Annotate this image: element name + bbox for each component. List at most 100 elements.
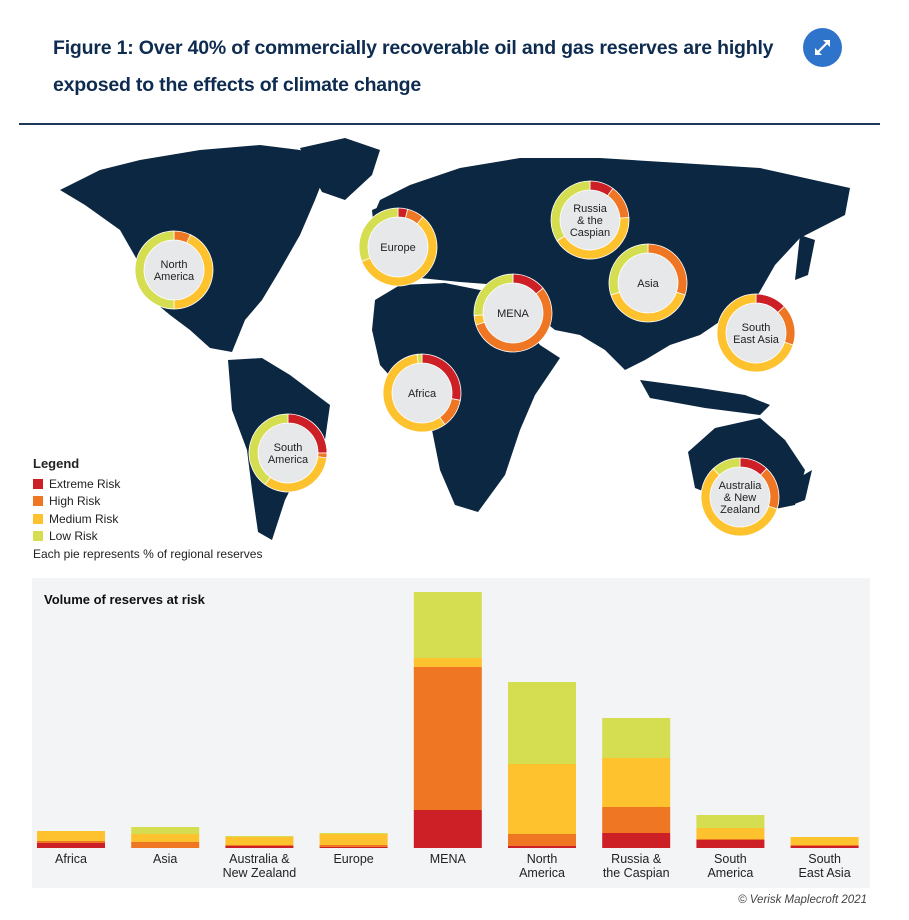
bar-north-america xyxy=(508,682,576,848)
bar-mena xyxy=(413,592,482,848)
donut-background xyxy=(609,244,687,322)
x-tick-label: South East Asia xyxy=(775,852,875,880)
x-tick-label-line: South xyxy=(808,852,841,866)
donut-background xyxy=(474,274,552,352)
donut-asia: Asia xyxy=(608,243,688,323)
figure-title: Figure 1: Over 40% of commercially recov… xyxy=(53,37,774,96)
x-tick-label: Australia & New Zealand xyxy=(209,852,309,880)
donut-background xyxy=(551,181,629,259)
donut-label: Australia xyxy=(719,480,763,492)
donut-label: South xyxy=(742,322,771,334)
donut-label: Africa xyxy=(408,388,437,400)
bar-south-america xyxy=(696,815,765,848)
bar-chart xyxy=(37,592,859,848)
bar-segment-medium-risk xyxy=(602,758,671,807)
legend-title: Legend xyxy=(33,456,80,471)
bar-segment-extreme-risk xyxy=(508,846,576,848)
bar-segment-low-risk xyxy=(602,718,671,758)
donut-slice-low-risk xyxy=(416,353,423,364)
donut-label: Caspian xyxy=(570,227,610,239)
donut-label: & the xyxy=(577,215,603,227)
bar-segment-low-risk xyxy=(319,833,388,834)
donut-background xyxy=(383,354,461,432)
bar-segment-medium-risk xyxy=(225,837,294,845)
x-tick-label-line: South xyxy=(714,852,747,866)
x-tick-label: South America xyxy=(680,852,780,880)
bar-segment-high-risk xyxy=(37,841,105,843)
bar-segment-extreme-risk xyxy=(602,833,671,848)
legend-swatch xyxy=(33,478,43,489)
x-tick-label-line: North xyxy=(526,852,558,866)
legend-swatch xyxy=(33,513,43,524)
legend-label: Extreme Risk xyxy=(49,476,121,491)
bar-russia-the-caspian xyxy=(602,718,671,848)
bar-segment-extreme-risk xyxy=(319,847,388,848)
eurasia-landmass xyxy=(365,158,850,370)
legend-item-high: High Risk xyxy=(33,493,262,511)
donut-label: MENA xyxy=(497,308,529,320)
donut-slice-medium-risk xyxy=(716,293,794,373)
donut-slice-low-risk xyxy=(608,243,649,296)
japan-landmass xyxy=(795,235,815,280)
expand-arrows-icon xyxy=(815,40,830,55)
donut-background xyxy=(249,414,327,492)
x-tick-label: Europe xyxy=(304,852,404,866)
title-divider xyxy=(19,123,880,125)
expand-button[interactable] xyxy=(803,28,842,67)
donut-label: Asia xyxy=(637,278,659,290)
legend-label: High Risk xyxy=(49,494,101,509)
world-map: NorthAmericaEuropeAfricaSouthAmericaMENA… xyxy=(60,138,850,540)
bar-segment-low-risk xyxy=(131,827,200,834)
donut-slice-low-risk xyxy=(473,273,514,316)
x-tick-label-line: Africa xyxy=(55,852,87,866)
x-tick-label: Russia & the Caspian xyxy=(586,852,686,880)
x-tick-label-line: Australia & xyxy=(229,852,290,866)
x-tick-label-line: America xyxy=(519,866,565,880)
x-tick-label-line: Russia & xyxy=(611,852,662,866)
donut-slice-low-risk xyxy=(134,230,175,310)
donut-background xyxy=(701,458,779,536)
bar-segment-low-risk xyxy=(413,592,482,658)
donut-label: Europe xyxy=(380,242,415,254)
bar-segment-medium-risk xyxy=(413,658,482,667)
bar-segment-medium-risk xyxy=(131,834,200,842)
bar-segment-low-risk xyxy=(696,815,765,828)
bar-segment-extreme-risk xyxy=(413,810,482,848)
bar-segment-high-risk xyxy=(696,839,765,840)
x-tick-label-line: Asia xyxy=(153,852,178,866)
bar-segment-high-risk xyxy=(602,807,671,833)
bar-segment-extreme-risk xyxy=(790,846,859,848)
x-tick-label-line: East Asia xyxy=(798,866,851,880)
x-tick-label-line: New Zealand xyxy=(222,866,297,880)
legend-swatch xyxy=(33,496,43,507)
donut-label: South xyxy=(274,442,303,454)
new-zealand-landmass xyxy=(792,470,812,505)
bar-segment-low-risk xyxy=(508,682,576,764)
donut-slice-low-risk xyxy=(712,457,741,476)
bar-segment-extreme-risk xyxy=(225,846,294,848)
bar-segment-low-risk xyxy=(225,836,294,837)
donut-label: America xyxy=(154,271,195,283)
donut-label: America xyxy=(268,454,309,466)
bar-segment-high-risk xyxy=(319,845,388,847)
x-tick-label-line: America xyxy=(707,866,754,880)
greenland-landmass xyxy=(300,138,380,200)
bar-segment-high-risk xyxy=(225,845,294,846)
bar-segment-medium-risk xyxy=(790,837,859,845)
bar-segment-medium-risk xyxy=(37,831,105,841)
x-tick-label-line: the Caspian xyxy=(602,866,670,880)
donut-slice-low-risk xyxy=(248,413,289,486)
bar-europe xyxy=(319,833,388,848)
donut-mena: MENA xyxy=(473,273,553,353)
legend-item-extreme: Extreme Risk xyxy=(33,475,262,493)
donut-background xyxy=(135,231,213,309)
donut-slice-low-risk xyxy=(550,180,591,242)
bar-segment-medium-risk xyxy=(508,764,576,834)
donut-europe: Europe xyxy=(358,207,438,287)
x-tick-label: North America xyxy=(492,852,592,880)
